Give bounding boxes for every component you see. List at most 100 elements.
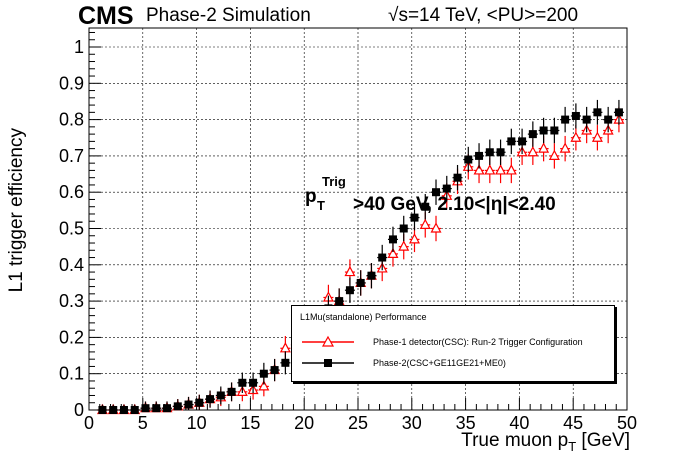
axis-ticks: 0 5 10 15 20 25 30 35 40 45 50 0 0.1 0.2 0.3 0.4 0.5 0.6 0… — [59, 31, 637, 433]
energy-label: √s=14 TeV, <PU>=200 — [388, 5, 578, 27]
data-point-triangle — [505, 164, 517, 175]
y-tick-label: 0 — [74, 400, 84, 420]
simulation-label: Phase-2 Simulation — [146, 5, 311, 26]
data-point-triangle — [408, 233, 420, 244]
data-point-square — [163, 404, 172, 413]
y-tick-label: 0.7 — [59, 146, 84, 166]
sqrt-radicand: s — [398, 5, 408, 26]
data-point-triangle — [419, 218, 431, 229]
x-axis-label-unit: [GeV] — [576, 430, 630, 451]
x-axis-label-main: True muon p — [461, 430, 569, 451]
data-point-triangle — [279, 342, 291, 353]
data-point-triangle — [387, 247, 399, 259]
y-tick-label: 0.2 — [59, 327, 84, 347]
data-point-square — [152, 404, 161, 413]
data-point-square — [571, 111, 580, 120]
series-2 — [97, 99, 624, 414]
legend-entry-phase2: Phase-2(CSC+GE11GE21+ME0) — [292, 353, 614, 373]
data-point-square — [496, 148, 505, 157]
legend-entry-phase1: Phase-1 detector(CSC): Run-2 Trigger Con… — [292, 332, 614, 352]
legend-header: L1Mu(standalone) Performance — [300, 312, 427, 322]
data-point-square — [442, 184, 451, 193]
selection-text: >40 GeV, 2.10<|η|<2.40 — [353, 194, 556, 215]
y-tick-label: 1 — [74, 37, 84, 57]
data-point-triangle — [570, 131, 582, 142]
legend-marker-triangle — [302, 335, 354, 347]
data-point-square — [421, 202, 430, 211]
data-point-square — [119, 406, 128, 414]
y-tick-label: 0.9 — [59, 73, 84, 93]
data-point-triangle — [591, 131, 603, 142]
data-point-square — [539, 126, 548, 135]
data-point-square — [195, 398, 204, 407]
data-point-square — [109, 406, 118, 414]
x-tick-label: 35 — [456, 413, 476, 433]
x-axis-label-sub: T — [568, 438, 577, 454]
data-point-triangle — [559, 142, 571, 153]
data-point-square — [518, 137, 527, 146]
data-point-square — [475, 151, 484, 160]
experiment-label: CMS — [78, 2, 134, 30]
legend-label-phase2: Phase-2(CSC+GE11GE21+ME0) — [373, 358, 506, 368]
data-point-square — [270, 366, 279, 375]
data-point-square — [453, 173, 462, 182]
data-point-triangle — [495, 164, 507, 175]
x-tick-label: 40 — [509, 413, 529, 433]
x-tick-label: 50 — [617, 413, 637, 433]
x-tick-label: 45 — [563, 413, 583, 433]
data-point-square — [528, 130, 537, 139]
data-point-square — [582, 115, 591, 124]
data-point-square — [227, 387, 236, 396]
legend: L1Mu(standalone) Performance Phase-1 det… — [291, 305, 615, 382]
data-point-square — [141, 404, 150, 413]
data-point-square — [614, 108, 623, 117]
sqrt-symbol: √ — [388, 5, 399, 26]
data-point-triangle — [258, 380, 270, 391]
y-tick-label: 0.5 — [59, 219, 84, 239]
data-points — [96, 99, 625, 415]
data-point-triangle — [398, 240, 410, 251]
data-point-square — [464, 155, 473, 164]
y-axis-label: L1 trigger efficiency — [6, 128, 27, 293]
x-tick-label: 0 — [84, 413, 94, 433]
legend-label-phase1: Phase-1 detector(CSC): Run-2 Trigger Con… — [373, 337, 583, 347]
selection-annotation: p Trig T >40 GeV, 2.10<|η|<2.40 — [305, 174, 556, 216]
data-point-square — [259, 369, 268, 378]
data-point-square — [184, 400, 193, 409]
data-point-square — [281, 358, 290, 367]
data-point-triangle — [344, 265, 356, 277]
x-tick-label: 15 — [240, 413, 260, 433]
y-tick-label: 0.6 — [59, 182, 84, 202]
x-tick-label: 25 — [348, 413, 368, 433]
x-axis-label: True muon pT [GeV] — [461, 430, 630, 454]
data-point-triangle — [484, 164, 496, 175]
y-tick-label: 0.4 — [59, 255, 84, 275]
pt-superscript: Trig — [322, 174, 346, 189]
data-point-triangle — [538, 142, 550, 153]
data-point-square — [604, 115, 613, 124]
x-tick-label: 10 — [187, 413, 207, 433]
pt-subscript: T — [317, 198, 325, 213]
y-tick-label: 0.3 — [59, 291, 84, 311]
data-point-square — [98, 406, 107, 414]
pt-trig-symbol: p Trig T — [305, 174, 353, 213]
data-point-triangle — [473, 164, 485, 175]
data-point-square — [367, 271, 376, 280]
data-point-triangle — [548, 149, 560, 160]
data-point-square — [356, 278, 365, 287]
data-point-square — [550, 126, 559, 135]
data-point-triangle — [527, 145, 539, 157]
data-point-square — [378, 253, 387, 262]
data-point-square — [485, 148, 494, 157]
x-tick-label: 30 — [402, 413, 422, 433]
pt-letter: p — [305, 186, 317, 207]
data-point-square — [561, 115, 570, 124]
x-tick-label: 5 — [138, 413, 148, 433]
data-point-square — [345, 286, 354, 295]
data-point-square — [335, 297, 344, 306]
data-point-triangle — [430, 222, 442, 233]
data-point-square — [130, 406, 139, 414]
data-point-square — [507, 137, 516, 146]
data-point-square — [249, 378, 258, 387]
